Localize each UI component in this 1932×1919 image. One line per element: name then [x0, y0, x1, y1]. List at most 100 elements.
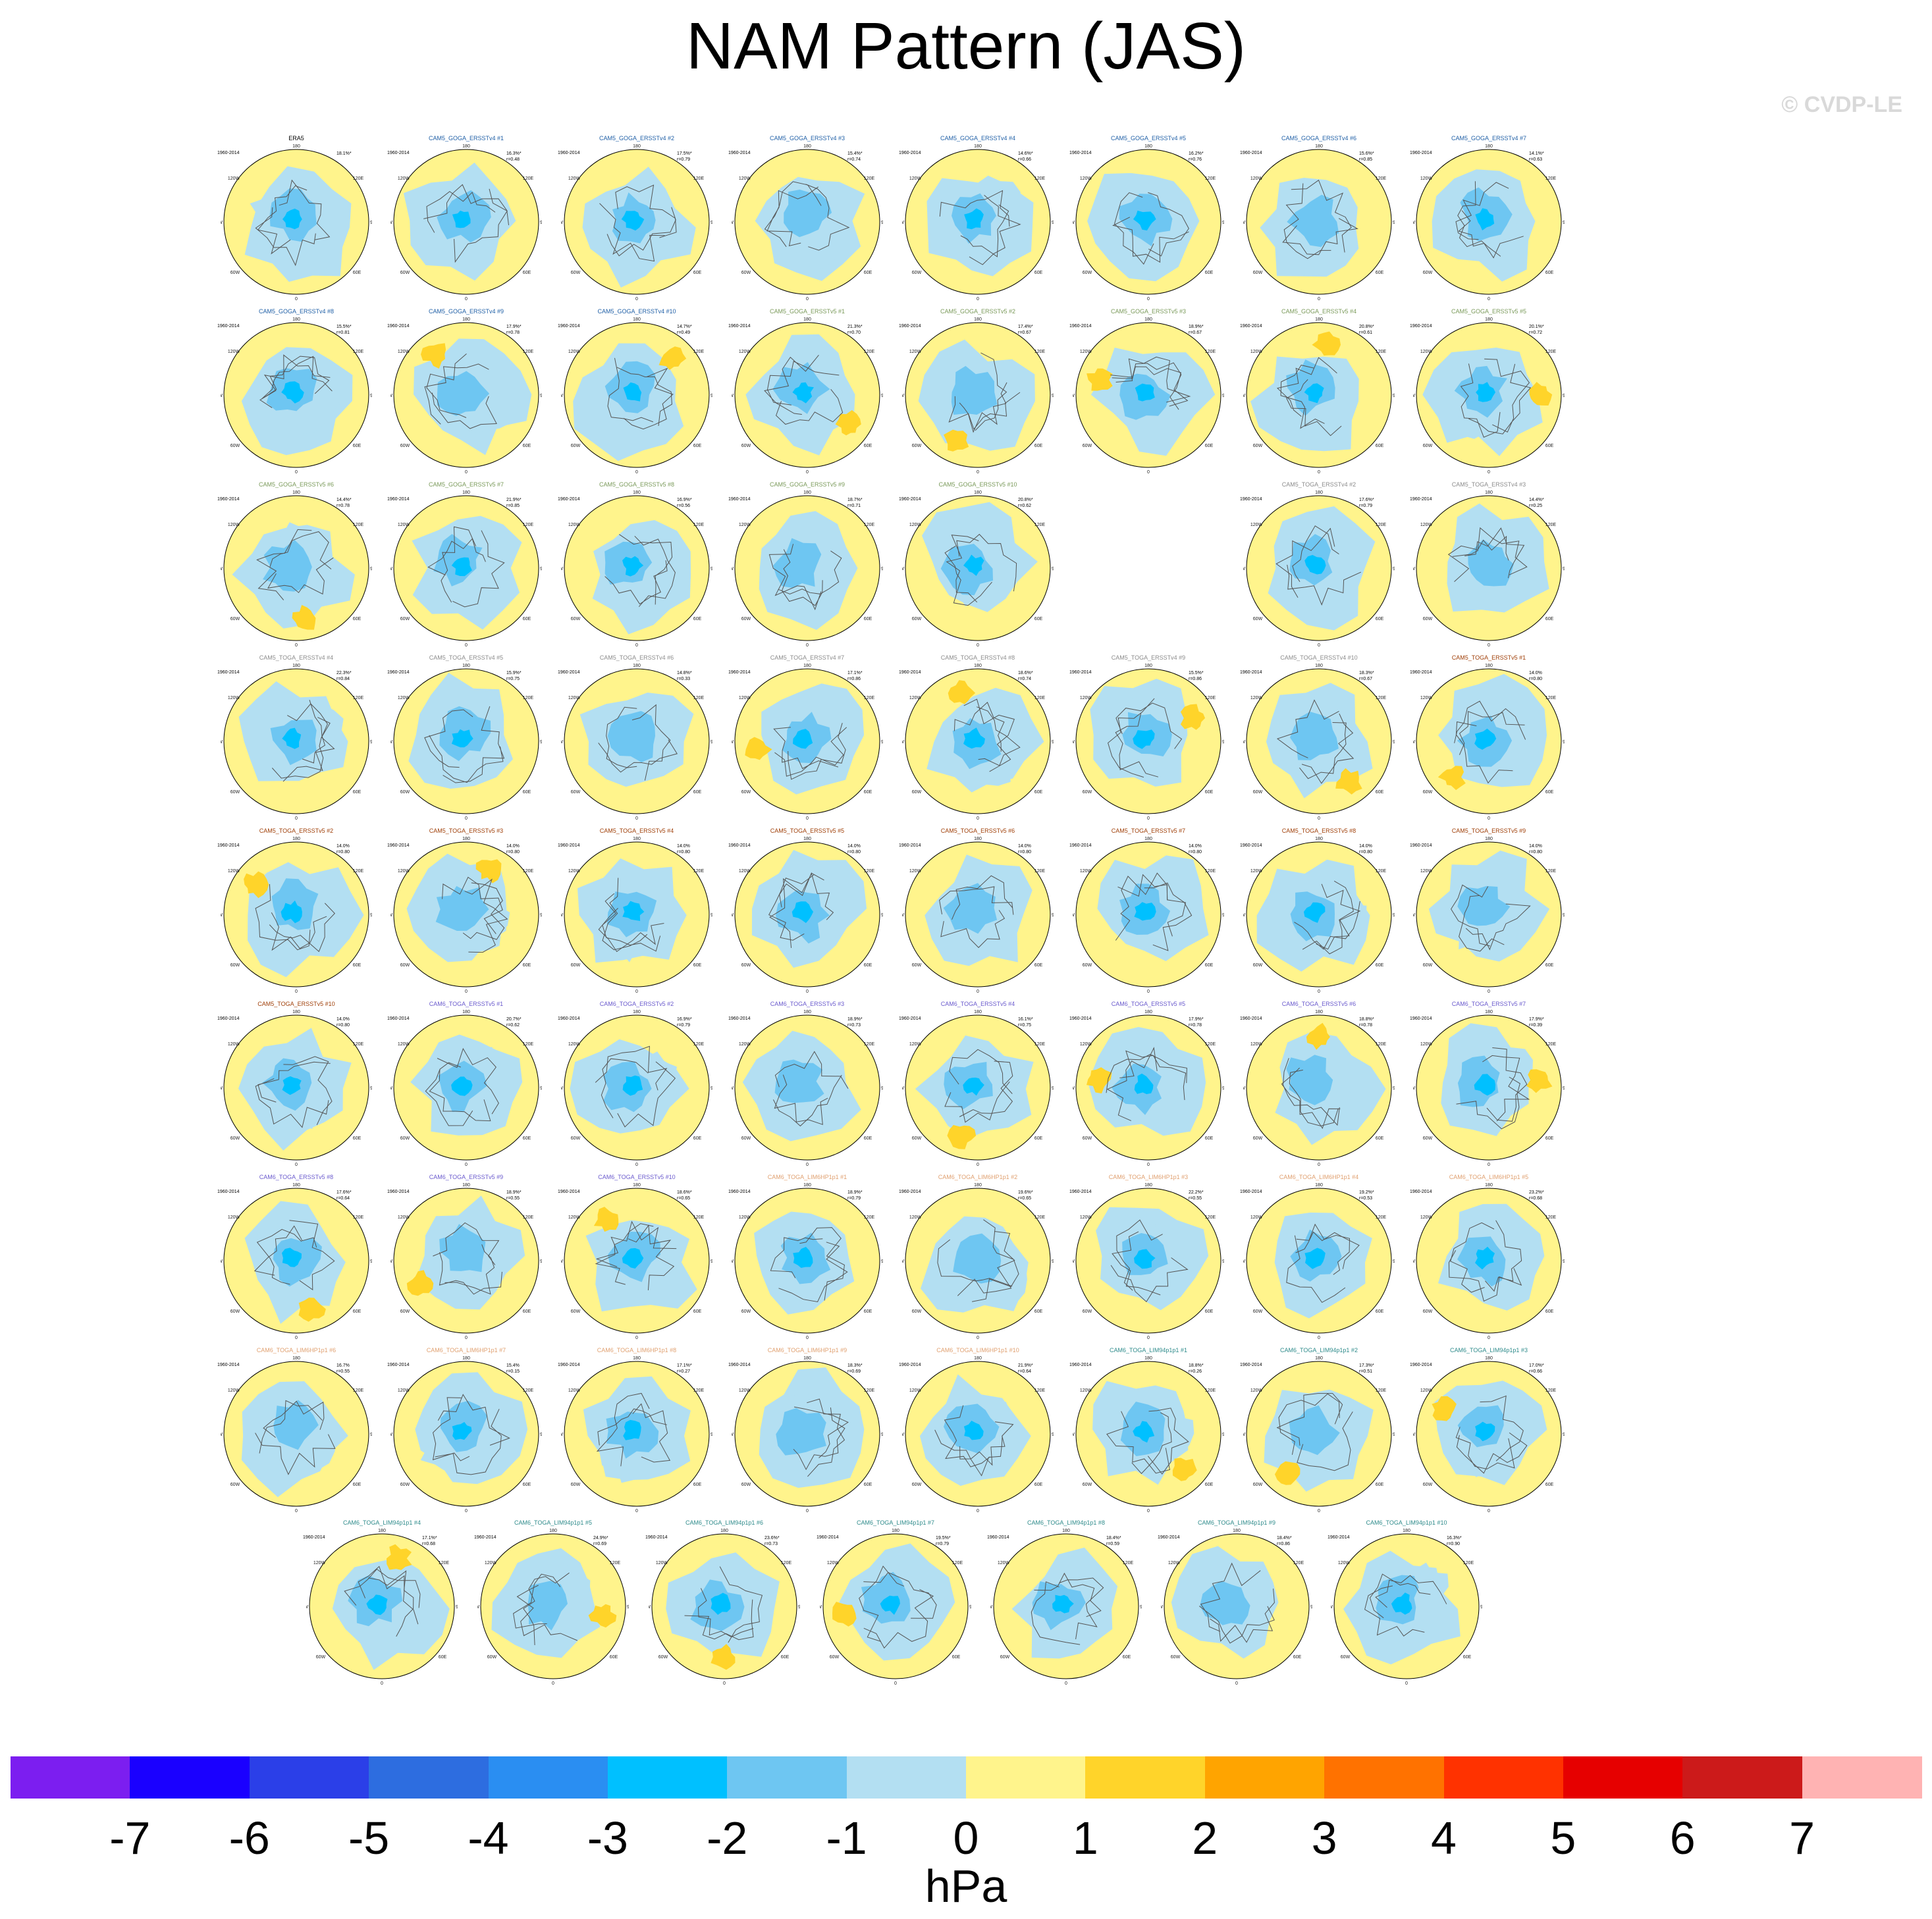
map-label-right: 90E	[1222, 1086, 1224, 1091]
field-positive	[1335, 768, 1362, 795]
map-label-ul: 120W	[568, 523, 581, 527]
field-positive	[298, 1298, 326, 1322]
colorbar-box	[369, 1756, 489, 1799]
panel-variance-pct: 14.8%*	[677, 671, 692, 675]
map-label-bottom: 0	[977, 989, 979, 994]
panel-pattern-corr: r=0.59	[1106, 1542, 1120, 1546]
coastline	[1447, 535, 1509, 582]
coastline	[606, 207, 676, 257]
field-negative-core	[943, 883, 998, 934]
polar-map: 180 0 90W 90E 120W 120E 60W 60E	[1073, 664, 1224, 821]
panel-variance-pct: 24.9%*	[593, 1536, 608, 1540]
panel-stats: 19.2%* r=0.53	[1359, 1190, 1374, 1201]
panel-title: CAM5_GOGA_ERSSTv4 #9	[428, 308, 504, 315]
map-panel: CAM6_TOGA_LIM6HP1p1 #4 1960-2014 19.2%* r=0…	[1240, 1174, 1395, 1340]
map-label-ur: 120E	[523, 176, 534, 181]
panel-variance-pct: 16.9%*	[677, 1017, 692, 1022]
map-boundary	[734, 668, 880, 814]
map-label-ur: 120E	[693, 1215, 705, 1220]
field-negative-core	[951, 365, 998, 415]
coastline	[1375, 1575, 1447, 1608]
panel-stats: 14.0% r=0.80	[1529, 670, 1542, 682]
coastline	[1276, 357, 1337, 417]
map-label-ul: 120W	[568, 176, 581, 181]
map-label-left: 90W	[1073, 221, 1075, 225]
field-negative-peak	[623, 382, 642, 402]
panel-period: 1960-2014	[1069, 1190, 1092, 1194]
panel-stats: 14.0% r=0.80	[1529, 843, 1542, 855]
map-label-ur: 120E	[864, 869, 875, 874]
map-label-ul: 120W	[313, 1561, 326, 1565]
map-panel: CAM6_TOGA_LIM94p1p1 #4 1960-2014 17.1%* r=0…	[303, 1519, 458, 1686]
map-label-lr: 60E	[864, 790, 872, 795]
map-boundary	[223, 1014, 369, 1161]
panel-period: 1960-2014	[1410, 1363, 1432, 1367]
map-label-top: 180	[1144, 1010, 1152, 1014]
panel-variance-pct: 17.5%*	[677, 151, 692, 156]
map-boundary	[1416, 149, 1562, 295]
map-label-right: 90E	[540, 1433, 542, 1437]
polar-map: 180 0 90W 90E 120W 120E 60W 60E	[732, 1010, 883, 1167]
map-label-left: 90W	[1413, 1259, 1415, 1264]
coastline	[523, 1572, 570, 1646]
map-label-ur: 120E	[1545, 696, 1557, 700]
field-positive	[1087, 368, 1113, 391]
map-label-ll: 60W	[912, 963, 922, 968]
map-boundary	[1246, 495, 1392, 641]
coastline	[772, 1074, 842, 1127]
map-label-ur: 120E	[693, 176, 705, 181]
map-label-ll: 60W	[741, 790, 751, 795]
coastline	[617, 1061, 676, 1128]
field-negative-peak	[880, 1595, 900, 1615]
map-label-bottom: 0	[1147, 470, 1150, 475]
colorbar-box	[249, 1756, 369, 1799]
map-label-ul: 120W	[1080, 176, 1092, 181]
coastline	[778, 1242, 848, 1303]
map-label-left: 90W	[306, 1605, 308, 1610]
field-negative-peak	[1133, 1421, 1155, 1443]
polar-map: 180 0 90W 90E 120W 120E 60W 60E	[1243, 490, 1395, 648]
field-positive	[292, 604, 316, 630]
panel-period: 1960-2014	[217, 151, 240, 155]
field-negative-peak	[281, 381, 304, 404]
map-label-left: 90W	[221, 221, 223, 225]
coastline	[426, 354, 467, 418]
panel-stats: 14.0% r=0.80	[1018, 843, 1031, 855]
field-negative-peak	[622, 1075, 643, 1096]
map-label-right: 90E	[1052, 1433, 1054, 1437]
map-label-right: 90E	[1563, 394, 1565, 398]
map-label-ll: 60W	[571, 1136, 581, 1141]
field-positive	[1306, 1022, 1330, 1050]
field-negative-peak	[1476, 382, 1495, 402]
coastline	[1287, 564, 1362, 606]
map-boundary	[1246, 668, 1392, 814]
page-title: NAM Pattern (JAS)	[685, 9, 1247, 83]
coastline	[595, 1045, 668, 1091]
map-label-bottom: 0	[806, 1163, 809, 1167]
panel-stats: 17.1%* r=0.27	[677, 1363, 692, 1375]
map-label-right: 90E	[881, 221, 883, 225]
panel-variance-pct: 17.1%*	[677, 1363, 692, 1368]
map-label-ll: 60W	[1253, 1309, 1263, 1314]
panel-stats: 15.6%* r=0.85	[1359, 151, 1374, 163]
map-label-ur: 120E	[952, 1561, 963, 1565]
panel-title: CAM6_TOGA_LIM6HP1p1 #2	[938, 1174, 1018, 1180]
coastline	[1460, 363, 1501, 438]
panel-period: 1960-2014	[558, 324, 580, 329]
coastline	[261, 355, 333, 400]
field-negative-peak	[622, 901, 645, 921]
map-panel: CAM5_TOGA_ERSSTv5 #8 1960-2014 14.0% r=0.80…	[1240, 828, 1395, 994]
map-label-ll: 60W	[912, 1483, 922, 1487]
map-boundary	[564, 668, 710, 814]
coastline	[963, 698, 1015, 772]
map-boundary	[564, 1014, 710, 1161]
coastline	[946, 535, 979, 603]
panel-stats: 17.9%* r=0.78	[1189, 1016, 1204, 1028]
coastline	[424, 709, 473, 768]
map-boundary	[734, 322, 880, 468]
coastline	[431, 392, 497, 429]
map-label-right: 90E	[540, 1086, 542, 1091]
field-negative-peak	[282, 1076, 302, 1095]
panel-stats: 16.2%* r=0.76	[1189, 151, 1204, 163]
map-label-ur: 120E	[1034, 176, 1046, 181]
